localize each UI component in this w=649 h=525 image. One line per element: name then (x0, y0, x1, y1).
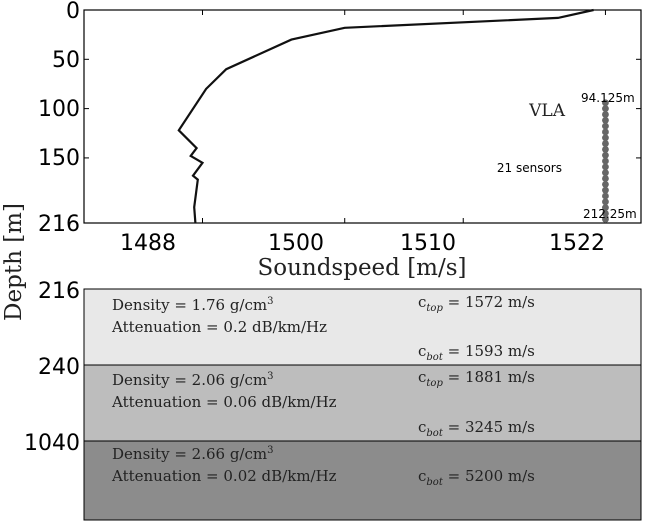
layer-attenuation-text: Attenuation = 0.2 dB/km/Hz (111, 318, 327, 336)
x-tick-label: 1500 (268, 231, 324, 256)
layer-attenuation-text: Attenuation = 0.06 dB/km/Hz (111, 393, 337, 411)
vla-sensor-point (602, 122, 609, 130)
vla-sensor-point (602, 128, 609, 136)
vla-top-depth-label: 94.125m (581, 91, 635, 105)
x-tick-label: 1510 (400, 231, 456, 256)
vla-sensor-point (602, 111, 609, 118)
vla-sensor-point (602, 215, 609, 223)
y-tick-label: 100 (38, 97, 80, 122)
sediment-layer-3 (83, 440, 642, 521)
y-tick-label: 150 (38, 146, 80, 171)
layer-ctop-text: ctop = 1881 m/s (418, 368, 535, 389)
layer-cbot-text: cbot = 3245 m/s (418, 418, 535, 439)
vla-sensor-point (602, 99, 609, 107)
vla-sensor-point (602, 192, 609, 200)
layer-density-text: Density = 2.66 g/cm3 (112, 445, 274, 463)
vla-sensor-point (602, 146, 609, 153)
plot-frame (83, 9, 642, 224)
vla-sensor-point (602, 210, 609, 217)
vla-sensor-point (602, 175, 609, 182)
sensor-count-label: 21 sensors (497, 161, 562, 175)
layer-depth-label: 216 (38, 279, 80, 304)
vla-sensor-point (602, 140, 609, 147)
y-tick-label: 0 (66, 0, 80, 24)
x-tick-label: 1522 (549, 231, 605, 256)
sediment-layer-1 (83, 288, 642, 366)
layer-attenuation-text: Attenuation = 0.02 dB/km/Hz (111, 467, 337, 485)
layer-cbot-text: cbot = 1593 m/s (418, 342, 535, 363)
layer-density-text: Density = 1.76 g/cm3 (112, 296, 274, 314)
sediment-layer-2 (83, 364, 642, 442)
vla-sensor-point (602, 186, 609, 194)
vla-sensor-point (602, 151, 609, 159)
y-axis-label: Depth [m] (1, 203, 27, 321)
vla-sensor-point (602, 204, 609, 212)
y-tick-label: 50 (52, 48, 80, 73)
vla-label: VLA (528, 101, 566, 121)
layer-depth-label: 1040 (24, 431, 80, 456)
layer-depth-label: 240 (38, 355, 80, 380)
soundspeed-profile-line (177, 8, 594, 224)
layer-density-text: Density = 2.06 g/cm3 (112, 371, 274, 389)
layer-ctop-text: ctop = 1572 m/s (418, 293, 535, 314)
vla-sensor-point (602, 157, 609, 165)
vla-sensor-point (602, 169, 609, 177)
vla-sensor-point (602, 198, 609, 206)
vla-sensor-point (602, 163, 609, 171)
vla-sensor-point (602, 134, 609, 142)
layer-cbot-text: cbot = 5200 m/s (418, 467, 535, 488)
vla-sensor-point (602, 105, 609, 113)
y-tick-label: 216 (38, 212, 80, 237)
vla-bottom-depth-label: 212.25m (583, 207, 637, 221)
vla-sensor-point (602, 180, 609, 188)
x-tick-label: 1488 (120, 231, 176, 256)
x-axis-label: Soundspeed [m/s] (257, 255, 466, 281)
vla-sensor-point (602, 116, 609, 124)
